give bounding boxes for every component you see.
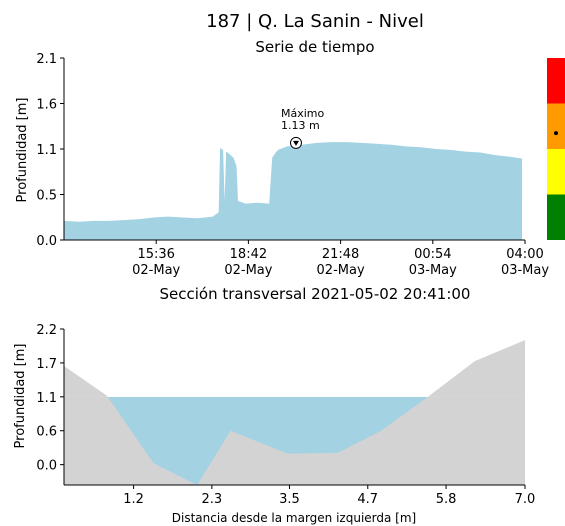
- figure-title: 187 | Q. La Sanin - Nivel: [206, 11, 424, 32]
- time-series-y-axis: 0.0 0.5 1.1 1.6 2.1: [36, 52, 65, 249]
- cross-section-x-label: Distancia desde la margen izquierda [m]: [172, 511, 416, 525]
- terrain-area: [64, 340, 525, 485]
- x-tick-label: 2.3: [202, 492, 223, 507]
- cross-section-x-axis: 1.2 2.3 3.5 4.7 5.8 7.0: [64, 484, 536, 507]
- level-marker: [554, 131, 558, 136]
- cross-section-y-axis: 0.0 0.6 1.1 1.7 2.2: [36, 323, 65, 485]
- x-tick-label: 7.0: [515, 492, 536, 507]
- y-tick-label: 0.5: [36, 189, 57, 204]
- max-annotation-value: 1.13 m: [281, 119, 320, 132]
- x-tick-date: 02-May: [317, 263, 365, 278]
- x-tick-label: 5.8: [436, 492, 457, 507]
- time-series-x-axis: 15:3602-May18:4202-May21:4802-May00:5403…: [64, 239, 549, 278]
- x-tick-time: 18:42: [230, 247, 267, 262]
- level-band: [547, 103, 565, 149]
- time-series-title: Serie de tiempo: [255, 38, 374, 56]
- y-tick-label: 0.0: [36, 459, 57, 474]
- water-depth-area: [64, 142, 523, 240]
- x-tick-time: 15:36: [137, 247, 174, 262]
- y-tick-label: 1.6: [36, 98, 57, 113]
- max-annotation: Máximo 1.13 m: [281, 107, 325, 149]
- level-band: [547, 149, 565, 195]
- cross-section-title: Sección transversal 2021-05-02 20:41:00: [160, 285, 471, 303]
- x-tick-label: 1.2: [123, 492, 144, 507]
- x-tick-time: 04:00: [506, 247, 543, 262]
- cross-section-plot: [64, 309, 525, 485]
- time-series-area: [64, 142, 523, 240]
- level-band: [547, 194, 565, 240]
- x-tick-date: 02-May: [132, 263, 180, 278]
- y-tick-label: 1.7: [36, 357, 57, 372]
- max-marker-triangle-icon: [292, 140, 299, 146]
- y-tick-label: 0.6: [36, 425, 57, 440]
- cross-section-chart: Sección transversal 2021-05-02 20:41:00 …: [13, 285, 535, 525]
- y-tick-label: 2.2: [36, 323, 57, 338]
- bank-area: [64, 340, 525, 397]
- cross-section-y-label: Profundidad [m]: [13, 344, 28, 449]
- level-band: [547, 58, 565, 104]
- y-tick-label: 2.1: [36, 52, 57, 67]
- time-series-chart: Serie de tiempo Máximo 1.13 m 0.0 0.5 1.1 1…: [15, 38, 565, 278]
- y-tick-label: 1.1: [36, 143, 57, 158]
- level-indicator: [547, 58, 565, 240]
- x-tick-time: 21:48: [322, 247, 359, 262]
- x-tick-time: 00:54: [414, 247, 451, 262]
- max-annotation-label: Máximo: [281, 107, 325, 120]
- x-tick-label: 3.5: [279, 492, 300, 507]
- y-tick-label: 0.0: [36, 234, 57, 249]
- time-series-y-label: Profundidad [m]: [15, 98, 30, 203]
- x-tick-date: 03-May: [409, 263, 457, 278]
- x-tick-date: 03-May: [501, 263, 549, 278]
- y-tick-label: 1.1: [36, 391, 57, 406]
- x-tick-date: 02-May: [224, 263, 272, 278]
- x-tick-label: 4.7: [357, 492, 378, 507]
